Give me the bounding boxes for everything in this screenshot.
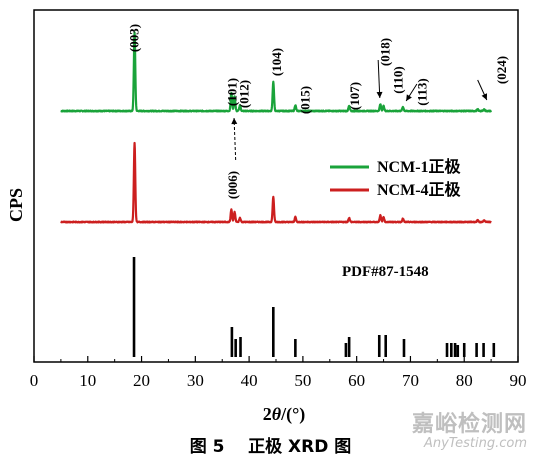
- annotation-arrowhead: [406, 94, 412, 101]
- series-group: [60, 31, 493, 224]
- figure-title: 正极 XRD 图: [248, 437, 352, 457]
- x-ticks-group: 0 10 20 30 40 50 60 70 80 90: [30, 356, 527, 390]
- peak-label: (107): [347, 82, 362, 110]
- series-line-1: [60, 31, 493, 113]
- x-axis-title: 2θ/(°): [263, 404, 306, 425]
- annotation-arrow: [377, 59, 381, 99]
- peak-label: (015): [298, 86, 313, 114]
- x-tick-label: 70: [402, 371, 419, 390]
- x-tick-label: 10: [79, 371, 96, 390]
- x-tick-label: 60: [348, 371, 365, 390]
- x-tick-label: 20: [133, 371, 150, 390]
- x-tick-label: 50: [294, 371, 311, 390]
- figure-caption: 图 5 正极 XRD 图: [0, 432, 541, 457]
- watermark: 嘉峪检测网 AnyTesting.com: [412, 406, 527, 451]
- x-axis-title-prefix: 2: [263, 404, 272, 424]
- peak-label: (006): [225, 171, 240, 199]
- x-axis-title-suffix: /(°): [280, 404, 305, 425]
- peak-label: (113): [414, 78, 429, 105]
- figure-number: 图 5: [189, 437, 225, 457]
- peak-label: (101): [224, 78, 239, 106]
- peak-label: (018): [378, 38, 393, 66]
- legend-label-ncm1: NCM-1正极: [377, 157, 462, 176]
- x-tick-label: 30: [187, 371, 204, 390]
- x-tick-label: 90: [510, 371, 527, 390]
- peak-label: (110): [391, 66, 406, 93]
- series-line-2: [60, 141, 492, 224]
- annotation-arrowhead: [376, 91, 383, 98]
- annotation-arrowhead: [231, 118, 238, 125]
- legend-label-ncm4: NCM-4正极: [377, 180, 462, 199]
- annotation-arrow: [233, 117, 237, 161]
- peak-label: (104): [269, 48, 284, 76]
- x-tick-label: 80: [456, 371, 473, 390]
- peak-label: (003): [127, 24, 142, 52]
- x-tick-label: 0: [30, 371, 39, 390]
- watermark-cn: 嘉峪检测网: [411, 412, 527, 437]
- x-axis-title-theta: θ: [272, 404, 282, 424]
- peak-label: (012): [236, 80, 251, 108]
- x-tick-label: 40: [241, 371, 258, 390]
- legend: NCM-1正极 NCM-4正极: [330, 157, 462, 199]
- annotation-arrowhead: [481, 93, 488, 100]
- xrd-chart: (003) (101) (006) (012) (104) (015) (107) (018)…: [6, 9, 527, 425]
- peak-annotations-group: (003) (101) (006) (012) (104) (015) (107) (018)…: [127, 24, 509, 199]
- peak-label: (024): [494, 56, 509, 84]
- reference-sticks-group: [132, 257, 496, 357]
- reference-pdf-label: PDF#87-1548: [342, 264, 429, 280]
- watermark-en: AnyTesting.com: [423, 436, 527, 451]
- y-axis-title: CPS: [6, 188, 26, 222]
